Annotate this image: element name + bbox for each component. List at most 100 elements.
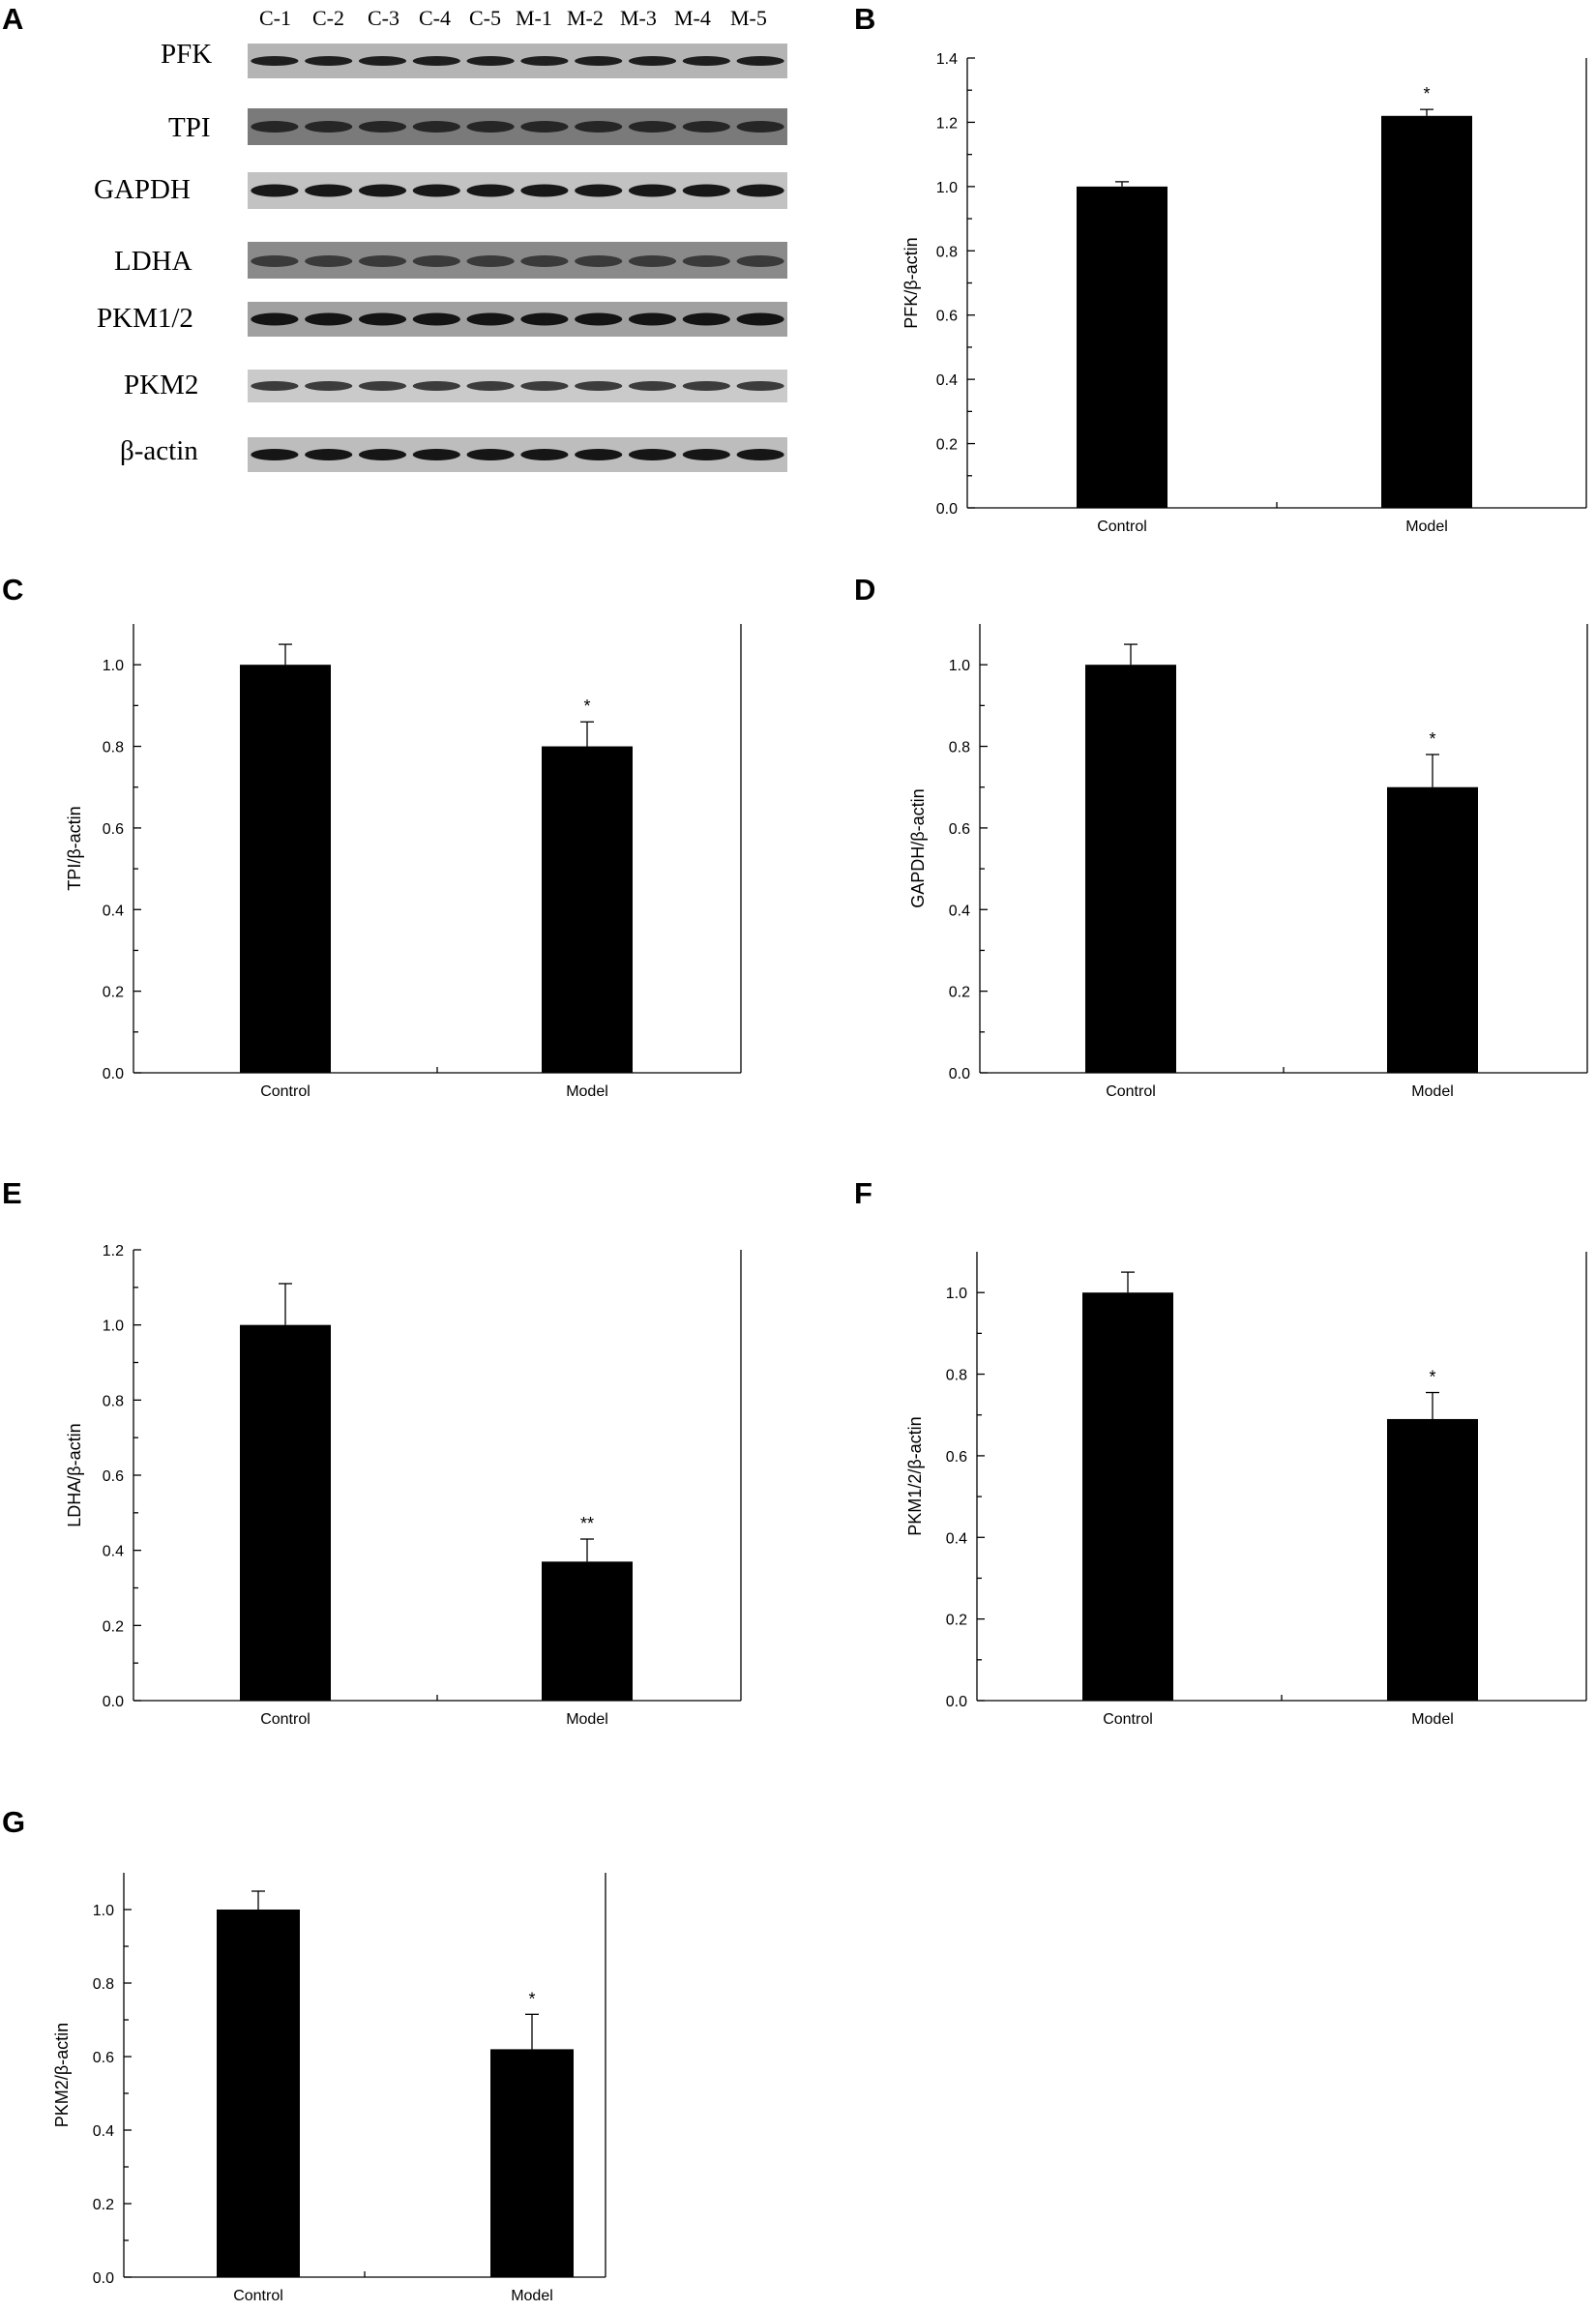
y-tick-label: 0.6	[946, 1449, 967, 1466]
blot-band	[628, 255, 677, 267]
blot-band	[358, 381, 407, 391]
blot-row-label: PKM1/2	[97, 303, 193, 334]
y-tick-label: 0.0	[949, 1066, 970, 1082]
bar	[1387, 1418, 1478, 1701]
bar	[1085, 665, 1176, 1073]
y-tick-label: 0.6	[936, 309, 958, 325]
blot-band	[682, 381, 730, 391]
x-tick-label: Model	[566, 1711, 608, 1728]
y-tick-label: 0.2	[103, 1618, 124, 1635]
blot-band	[520, 121, 569, 133]
x-tick-label: Control	[233, 2288, 283, 2304]
blot-strip-gapdh	[248, 172, 787, 209]
y-tick-label: 0.8	[103, 1393, 124, 1409]
bar	[240, 665, 331, 1073]
y-tick-label: 0.6	[93, 2050, 114, 2066]
x-tick-label: Control	[1097, 518, 1147, 535]
blot-band	[251, 121, 299, 133]
blot-band	[466, 56, 515, 66]
blot-strip-pfk	[248, 44, 787, 78]
y-tick-label: 0.4	[946, 1530, 967, 1547]
blot-band	[628, 121, 677, 133]
blot-band	[520, 255, 569, 267]
lane-label: C-4	[419, 6, 451, 30]
blot-strip-pkm12	[248, 302, 787, 337]
blot-band	[628, 381, 677, 391]
bar	[1381, 115, 1472, 509]
significance-marker: *	[528, 1989, 535, 2008]
y-tick-label: 0.6	[103, 1468, 124, 1485]
panel-letter-b: B	[854, 2, 876, 36]
blot-band	[251, 184, 299, 197]
blot-band	[575, 184, 623, 197]
blot-band	[251, 56, 299, 66]
y-tick-label: 0.0	[936, 501, 958, 518]
bar	[1082, 1292, 1173, 1701]
blot-band	[682, 312, 730, 326]
bar	[542, 1561, 633, 1701]
blot-band	[412, 121, 460, 133]
y-tick-label: 1.0	[949, 658, 970, 674]
blot-band	[251, 255, 299, 267]
y-tick-label: 0.0	[103, 1694, 124, 1710]
blot-band	[412, 312, 460, 326]
panel-letter-a: A	[2, 2, 24, 36]
y-tick-label: 0.2	[103, 985, 124, 1001]
blot-band	[412, 449, 460, 460]
y-axis-label: TPI/β-actin	[65, 806, 84, 890]
blot-band	[466, 255, 515, 267]
blot-band	[358, 184, 407, 197]
x-tick-label: Model	[1411, 1711, 1454, 1728]
y-axis-label: PFK/β-actin	[901, 237, 921, 328]
bar	[490, 2049, 574, 2277]
y-tick-label: 0.8	[946, 1368, 967, 1384]
blot-band	[628, 56, 677, 66]
significance-marker: *	[1429, 729, 1435, 749]
blot-band	[575, 121, 623, 133]
x-tick-label: Model	[511, 2288, 553, 2304]
blot-band	[520, 184, 569, 197]
bar	[1387, 786, 1478, 1073]
lane-label: M-4	[674, 6, 711, 30]
blot-band	[305, 449, 353, 460]
blot-row-label: β-actin	[120, 435, 198, 466]
panel-letter-e: E	[2, 1176, 22, 1210]
blot-band	[628, 449, 677, 460]
y-tick-label: 0.8	[936, 244, 958, 260]
blot-strip-ldha	[248, 242, 787, 279]
significance-marker: *	[583, 696, 590, 716]
blot-band	[412, 255, 460, 267]
significance-marker: *	[1423, 84, 1430, 104]
blot-row-label: TPI	[168, 112, 211, 143]
y-axis-label: LDHA/β-actin	[65, 1423, 84, 1526]
y-tick-label: 1.0	[936, 180, 958, 196]
blot-band	[520, 381, 569, 391]
y-tick-label: 1.2	[936, 115, 958, 132]
blot-band	[736, 255, 784, 267]
blot-band	[305, 184, 353, 197]
blot-band	[736, 381, 784, 391]
y-tick-label: 0.4	[936, 372, 958, 389]
y-tick-label: 0.4	[103, 903, 124, 919]
y-tick-label: 1.0	[93, 1903, 114, 1919]
y-tick-label: 1.2	[103, 1243, 124, 1259]
blot-band	[682, 255, 730, 267]
bar	[1077, 186, 1167, 508]
lane-label: M-1	[516, 6, 552, 30]
blot-row-label: LDHA	[114, 246, 192, 277]
blot-strip-beta-actin	[248, 437, 787, 472]
blot-band	[736, 184, 784, 197]
panel-letter-g: G	[2, 1805, 26, 1839]
y-tick-label: 0.2	[949, 985, 970, 1001]
y-tick-label: 0.6	[103, 821, 124, 838]
y-tick-label: 1.0	[946, 1286, 967, 1302]
y-tick-label: 1.4	[936, 51, 958, 68]
blot-band	[520, 56, 569, 66]
y-tick-label: 0.2	[946, 1613, 967, 1629]
blot-band	[466, 312, 515, 326]
blot-strip-tpi	[248, 108, 787, 145]
